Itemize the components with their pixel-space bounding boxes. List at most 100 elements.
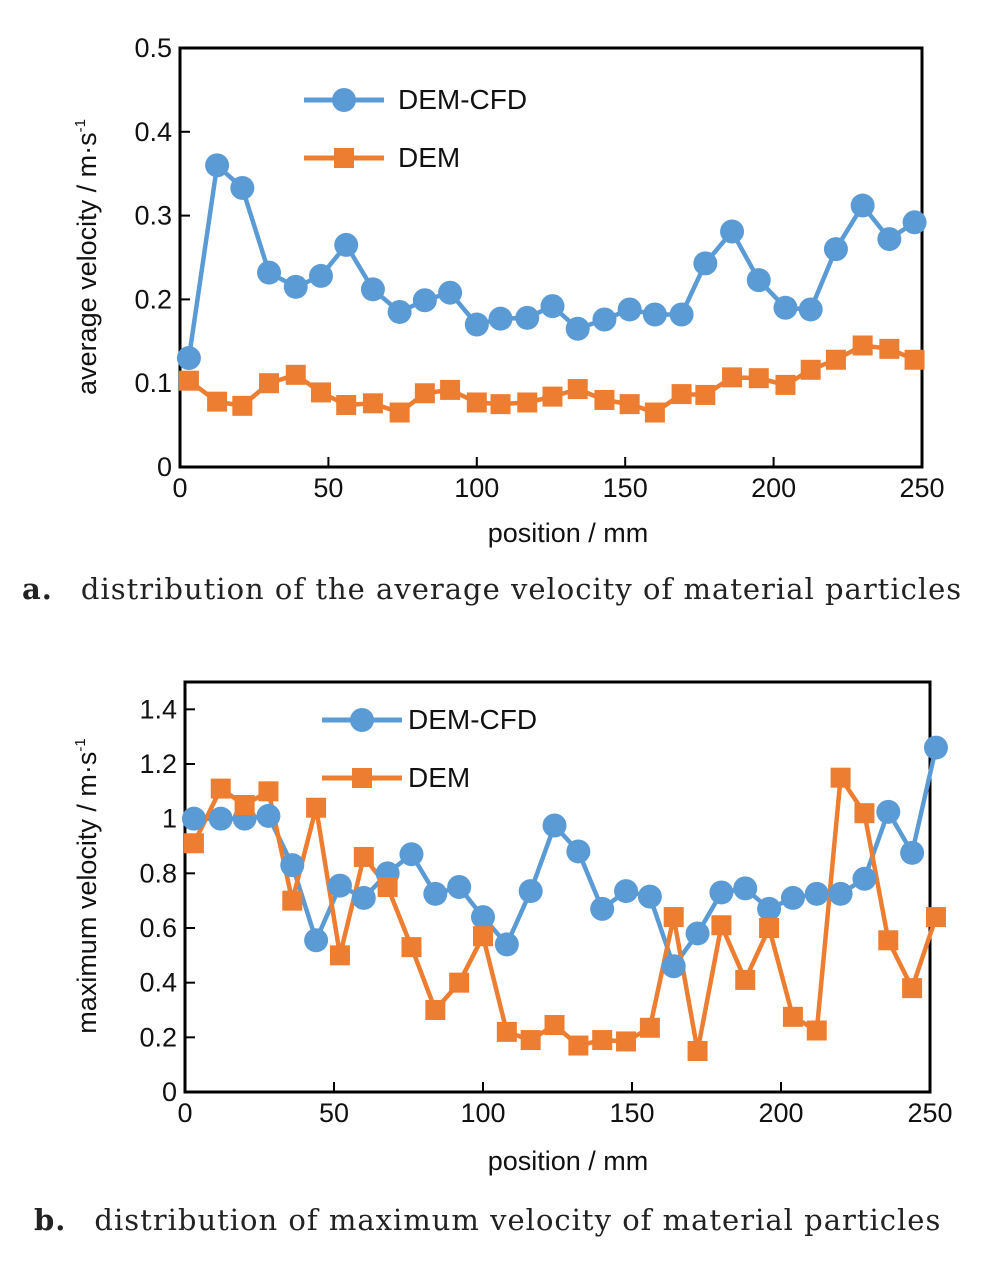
series-markers — [181, 735, 948, 1061]
data-point-dem — [800, 359, 821, 380]
data-point-dem — [775, 374, 796, 395]
data-point-dem-cfd — [565, 316, 590, 341]
data-point-dem-cfd — [720, 219, 745, 244]
data-point-dem — [616, 1031, 637, 1052]
y-tick-label: 1.4 — [139, 694, 177, 724]
data-point-dem-cfd — [205, 153, 230, 178]
y-tick-label: 1 — [162, 804, 177, 834]
data-point-dem-cfd — [852, 866, 877, 891]
series-line-dem — [191, 775, 939, 1054]
data-point-dem — [695, 384, 716, 405]
data-point-dem-cfd — [423, 881, 448, 906]
data-point-dem-cfd — [438, 280, 463, 305]
data-point-dem — [329, 945, 350, 966]
data-point-dem-cfd — [308, 263, 333, 288]
data-point-dem — [854, 803, 875, 824]
axis-ticks — [179, 47, 923, 468]
data-point-dem — [353, 846, 374, 867]
data-point-dem — [639, 1017, 660, 1038]
data-point-dem-cfd — [494, 932, 519, 957]
data-point-dem-cfd — [828, 881, 853, 906]
data-point-dem — [232, 395, 253, 416]
legend: DEM-CFD DEM — [322, 704, 537, 793]
data-point-dem — [414, 383, 435, 404]
data-point-dem-cfd — [780, 885, 805, 910]
x-tick-label: 150 — [603, 473, 648, 503]
data-point-dem — [425, 1000, 446, 1020]
y-tick-label: 0.2 — [139, 1022, 177, 1052]
x-tick-label: 250 — [899, 473, 944, 503]
data-point-dem-cfd — [617, 297, 642, 322]
x-tick-label: 150 — [609, 1098, 654, 1128]
data-point-dem-cfd — [757, 896, 782, 921]
y-tick-label: 0.4 — [139, 968, 177, 998]
data-point-dem — [401, 937, 422, 958]
data-point-dem-cfd — [230, 175, 255, 200]
data-point-dem — [782, 1006, 803, 1027]
data-point-dem — [592, 1030, 613, 1051]
data-point-dem-cfd — [399, 842, 424, 867]
data-point-dem — [902, 978, 923, 999]
data-point-dem — [234, 795, 255, 815]
caption-b-text: distribution of maximum velocity of mate… — [94, 1203, 942, 1237]
data-point-dem-cfd — [923, 735, 948, 760]
caption-b-letter: b. — [34, 1203, 67, 1237]
data-point-dem-cfd — [823, 237, 848, 262]
data-point-dem-cfd — [733, 876, 758, 901]
legend-label-dem-cfd: DEM-CFD — [408, 704, 537, 735]
data-point-dem — [544, 1015, 565, 1036]
data-point-dem-cfd — [351, 885, 376, 910]
data-point-dem — [449, 972, 470, 993]
data-point-dem-cfd — [661, 954, 686, 979]
data-point-dem-cfd — [709, 880, 734, 905]
legend-marker-dem-cfd — [350, 708, 374, 732]
data-point-dem — [825, 349, 846, 370]
data-point-dem-cfd — [360, 277, 385, 302]
data-point-dem — [336, 394, 357, 415]
data-point-dem-cfd — [900, 840, 925, 865]
data-point-dem — [878, 930, 899, 951]
y-axis-label-superscript: -1 — [72, 119, 89, 132]
plot-frame — [178, 46, 924, 469]
data-point-dem-cfd — [327, 873, 352, 898]
data-point-dem-cfd — [304, 928, 329, 953]
data-point-dem-cfd — [746, 268, 771, 293]
data-point-dem — [285, 364, 306, 385]
data-point-dem-cfd — [685, 921, 710, 946]
legend-marker-dem — [352, 768, 372, 788]
data-point-dem — [210, 778, 231, 799]
data-point-dem-cfd — [566, 839, 591, 864]
data-point-dem-cfd — [257, 260, 282, 285]
legend-label-dem: DEM — [398, 142, 460, 173]
data-point-dem — [711, 915, 732, 936]
data-point-dem-cfd — [181, 806, 206, 831]
data-point-dem-cfd — [642, 302, 667, 327]
data-point-dem — [619, 394, 640, 415]
data-point-dem — [759, 918, 780, 938]
data-point-dem-cfd — [387, 299, 412, 324]
plot-frame — [183, 680, 932, 1094]
data-point-dem-cfd — [334, 232, 359, 257]
data-point-dem-cfd — [637, 884, 662, 909]
data-point-dem — [567, 379, 588, 400]
data-point-dem — [542, 386, 563, 407]
y-axis-label: maximum velocity / m·s-1 — [72, 738, 102, 1033]
data-point-dem-cfd — [877, 227, 902, 252]
data-point-dem — [496, 1021, 517, 1042]
data-point-dem — [904, 349, 925, 370]
data-point-dem — [310, 382, 331, 403]
caption-a: a. distribution of the average velocity o… — [22, 572, 962, 606]
data-point-dem — [671, 384, 692, 405]
data-point-dem — [568, 1035, 589, 1056]
data-point-dem-cfd — [902, 210, 927, 235]
data-point-dem — [207, 391, 228, 412]
data-point-dem — [466, 392, 487, 413]
y-tick-label: 0.4 — [134, 117, 172, 147]
caption-b: b. distribution of maximum velocity of ma… — [34, 1203, 941, 1237]
data-point-dem — [377, 877, 398, 897]
data-point-dem-cfd — [540, 294, 565, 319]
data-point-dem — [490, 394, 511, 415]
x-tick-label: 100 — [460, 1098, 505, 1128]
chart-maximum-velocity: 0 50 100 150 200 250 0 0.2 0.4 0.6 0.8 1 1.2 1.4 posi… — [72, 680, 953, 1176]
